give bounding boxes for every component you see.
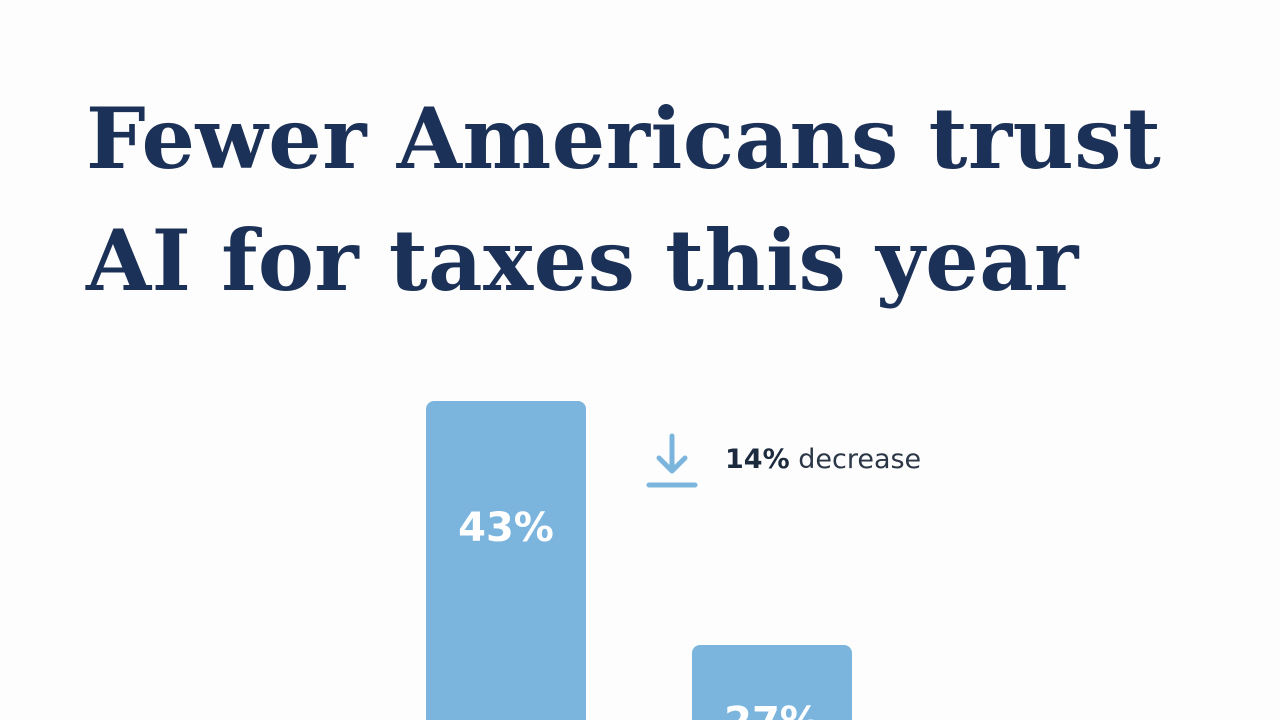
decrease-label: decrease	[798, 443, 922, 475]
decrease-annotation: 14% decrease	[645, 432, 921, 492]
bar-previous-year: 43%	[426, 401, 586, 720]
bar-current-year: 27%	[692, 645, 852, 720]
arrow-down-to-line-icon	[646, 433, 698, 488]
annotation-text: 14% decrease	[725, 444, 921, 475]
bar-value-label: 27%	[692, 699, 852, 720]
chart-title-line-2: AI for taxes this year	[86, 211, 1079, 310]
decrease-value: 14%	[725, 443, 790, 475]
bar-value-label: 43%	[458, 505, 554, 551]
chart-title: Fewer Americans trust AI for taxes this …	[86, 78, 1161, 322]
chart-title-line-1: Fewer Americans trust	[86, 89, 1162, 188]
